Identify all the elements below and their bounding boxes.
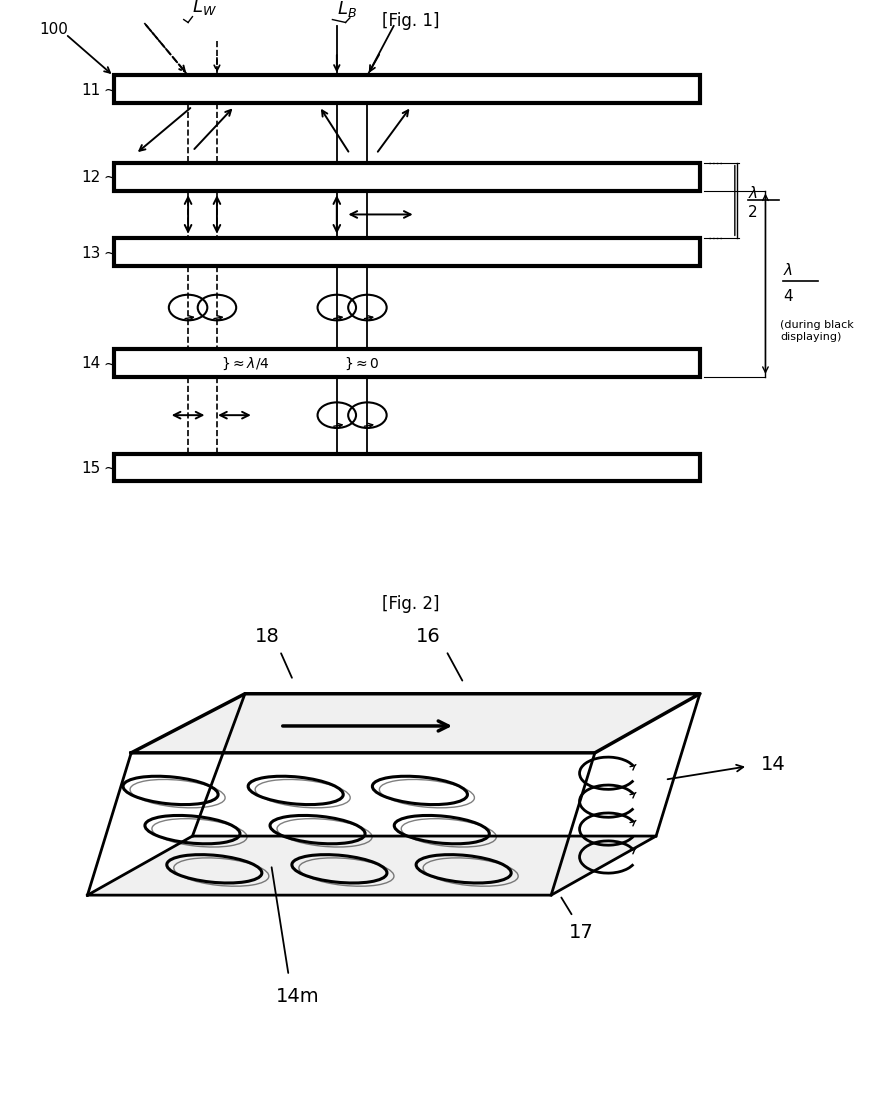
Text: 17: 17	[569, 922, 593, 941]
Text: 2: 2	[747, 206, 757, 220]
Text: 14: 14	[81, 356, 101, 371]
Text: $\}\approx 0$: $\}\approx 0$	[343, 356, 379, 371]
Text: 4: 4	[782, 288, 792, 303]
Text: 100: 100	[39, 21, 68, 37]
Text: 15: 15	[81, 461, 101, 475]
Text: ~: ~	[103, 170, 116, 184]
Text: ~: ~	[103, 461, 116, 475]
Text: 18: 18	[254, 627, 279, 646]
Text: 12: 12	[81, 170, 101, 184]
Bar	[114, 163, 699, 191]
Text: $\}\approx\lambda/4$: $\}\approx\lambda/4$	[221, 356, 270, 371]
Text: $L_W$: $L_W$	[192, 0, 217, 18]
Text: [Fig. 1]: [Fig. 1]	[382, 11, 440, 29]
Text: 14m: 14m	[275, 986, 319, 1005]
Bar	[114, 239, 699, 267]
Text: $\lambda$: $\lambda$	[747, 184, 758, 200]
Text: $\lambda$: $\lambda$	[782, 262, 793, 277]
Text: (during black
displaying): (during black displaying)	[780, 320, 853, 342]
Text: ~: ~	[103, 83, 116, 97]
Polygon shape	[87, 836, 656, 896]
Text: ~: ~	[103, 356, 116, 371]
Bar	[114, 350, 699, 377]
Text: 11: 11	[81, 83, 101, 97]
Bar	[114, 76, 699, 104]
Text: 14: 14	[760, 755, 785, 774]
Text: ~: ~	[103, 245, 116, 260]
Text: $L_B$: $L_B$	[336, 0, 357, 19]
Bar	[114, 454, 699, 482]
Text: [Fig. 2]: [Fig. 2]	[382, 595, 440, 613]
Text: 13: 13	[81, 245, 101, 260]
Polygon shape	[131, 694, 699, 754]
Text: 16: 16	[416, 627, 440, 646]
